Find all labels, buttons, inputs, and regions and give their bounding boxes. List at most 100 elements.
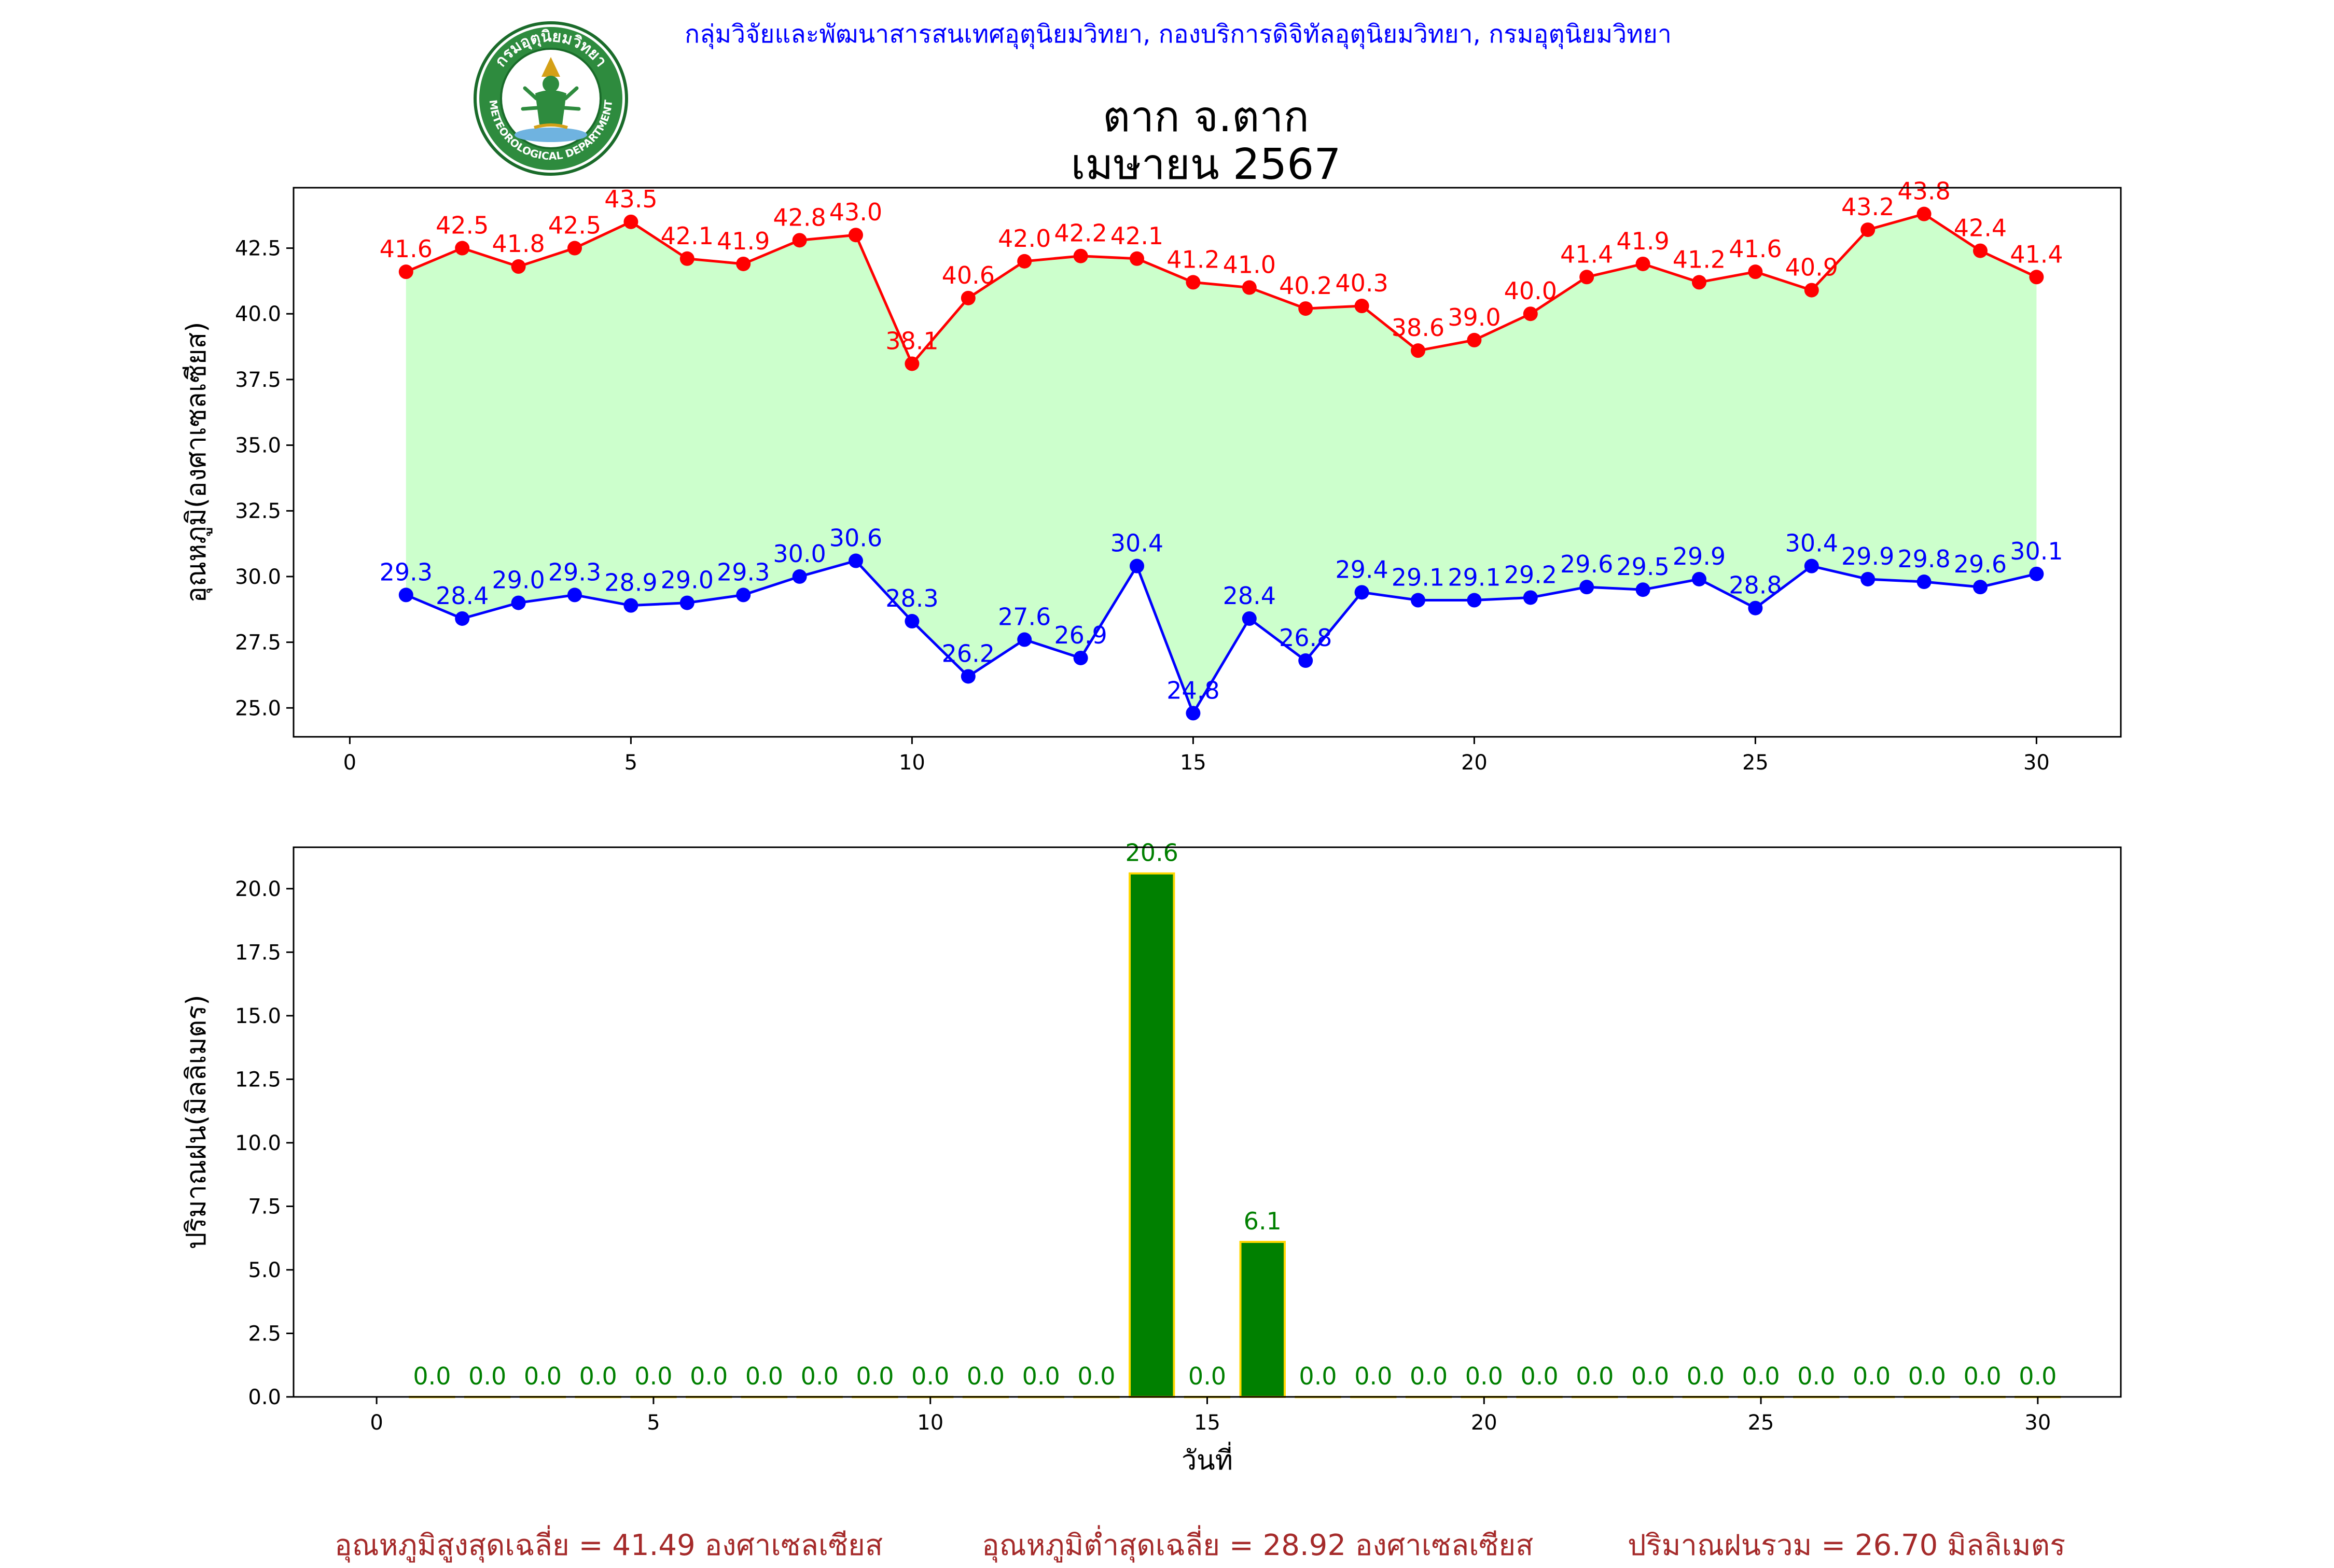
rain-data-label: 0.0 [1742,1362,1780,1390]
max-temp-line [405,212,2037,367]
temperature-ytick-label: 42.5 [235,237,281,261]
max-temp-point [623,214,638,229]
temperature-ytick-label: 30.0 [235,565,281,589]
temperature-ytick-label: 40.0 [235,302,281,326]
min-temp-point [1579,580,1594,595]
rainfall-ylabel: ปริมาณฝน(มิลลิเมตร) [181,995,212,1249]
rain-data-label: 0.0 [2019,1362,2057,1390]
min-temp-data-label: 26.8 [1279,624,1332,652]
rain-data-label: 0.0 [690,1362,728,1390]
min-temp-point [511,595,526,610]
temperature-xtick-label: 0 [343,751,356,775]
rainfall-xtick-label: 30 [2024,1411,2051,1435]
min-temp-data-label: 29.5 [1616,553,1669,581]
max-temp-data-label: 43.2 [1841,193,1894,221]
rainfall-xtick-label: 20 [1471,1411,1497,1435]
max-temp-point [679,251,694,266]
temperature-xtick-label: 10 [899,751,925,775]
max-temp-data-label: 40.2 [1279,272,1332,300]
rain-data-label: 0.0 [1022,1362,1060,1390]
rain-data-label: 0.0 [1465,1362,1503,1390]
min-temp-point [849,553,863,568]
max-temp-data-label: 41.2 [1673,245,1726,273]
max-temp-point [849,228,863,243]
min-temp-point [2029,566,2044,581]
temperature-xtick-label: 20 [1461,751,1488,775]
min-temp-point [1298,653,1313,668]
min-temp-point [1748,600,1763,615]
max-temp-data-label: 41.6 [380,235,433,263]
rain-data-label: 0.0 [1964,1362,2002,1390]
max-temp-point [905,356,920,371]
min-temp-point [1130,558,1144,573]
max-temp-data-label: 42.8 [773,203,826,231]
max-temp-data-label: 41.9 [1616,227,1669,255]
min-temp-point [905,614,920,629]
min-temp-data-label: 28.9 [604,569,657,597]
min-temp-point [736,587,751,603]
min-temp-point [961,669,976,684]
rainfall-xtick-label: 0 [370,1411,383,1435]
min-temp-data-label: 29.3 [717,558,770,586]
max-temp-data-label: 42.0 [998,225,1051,253]
min-temp-data-label: 24.8 [1166,676,1219,704]
temperature-range-fill [406,214,2037,713]
rain-data-label: 0.0 [579,1362,617,1390]
rain-data-label: 0.0 [1687,1362,1725,1390]
min-temp-data-label: 29.0 [492,566,545,594]
rainfall-xtick-label: 5 [647,1411,660,1435]
rainfall-ytick-label: 7.5 [248,1195,281,1219]
max-temp-point [1242,280,1257,295]
max-temp-point [1354,299,1369,314]
min-temp-point [1467,593,1482,608]
temperature-ylabel: อุณหภูมิ(องศาเซลเซียส) [181,322,213,603]
min-temp-point [1411,593,1425,608]
rainfall-ytick-label: 17.5 [235,941,281,964]
max-temp-point [1073,248,1088,263]
rain-data-label: 0.0 [524,1362,562,1390]
rain-bar [1239,1241,1286,1398]
max-temp-point [455,241,470,256]
min-temp-point [1523,590,1538,605]
max-temp-data-label: 42.1 [1110,222,1163,250]
max-temp-point [1017,254,1032,269]
chart-subtitle: เมษายน 2567 [1071,140,1341,189]
rainfall-xlabel: วันที่ [1182,1441,1233,1476]
min-temp-data-label: 29.0 [661,566,714,594]
max-temp-data-label: 42.1 [661,222,714,250]
rainfall-plot-frame [293,846,2122,1398]
min-temp-average: อุณหภูมิต่ำสุดเฉลี่ย = 28.92 องศาเซลเซีย… [982,1529,1534,1562]
max-temp-point [1411,343,1425,358]
min-temp-data-label: 30.0 [773,540,826,568]
rainfall-xtick-label: 15 [1194,1411,1220,1435]
rain-data-label: 0.0 [468,1362,506,1390]
rain-data-label: 6.1 [1244,1207,1282,1235]
rain-bar [1129,872,1175,1398]
max-temp-point [511,259,526,274]
min-temp-data-label: 30.1 [2010,537,2063,565]
max-temp-point [1130,251,1144,266]
rainfall-ytick-label: 20.0 [235,877,281,901]
min-temp-point [398,587,413,603]
min-temp-data-label: 28.4 [436,582,489,610]
rain-data-label: 0.0 [1188,1362,1226,1390]
max-temp-data-label: 41.0 [1223,251,1276,279]
min-temp-data-label: 29.4 [1335,555,1388,583]
rain-data-label: 0.0 [1520,1362,1558,1390]
min-temp-point [1242,611,1257,626]
max-temp-point [1973,243,1988,258]
rain-data-label: 0.0 [1410,1362,1448,1390]
min-temp-point [1073,650,1088,665]
min-temp-data-label: 30.6 [829,524,882,552]
max-temp-data-label: 40.6 [942,261,995,289]
max-temp-point [1523,306,1538,321]
rain-data-label: 0.0 [634,1362,672,1390]
max-temp-point [2029,270,2044,285]
max-temp-point [1692,275,1706,290]
rain-data-label: 0.0 [1908,1362,1946,1390]
max-temp-data-label: 41.4 [1560,240,1613,268]
rain-data-label: 0.0 [745,1362,783,1390]
max-temp-point [961,290,976,305]
